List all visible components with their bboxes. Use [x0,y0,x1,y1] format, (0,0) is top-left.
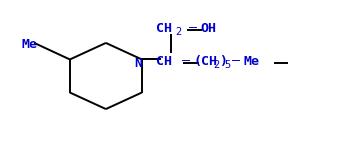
Text: —: — [189,21,197,34]
Text: —: — [232,54,240,67]
Text: CH: CH [156,22,172,35]
Text: 2: 2 [175,27,181,37]
Text: CH: CH [156,55,172,68]
Text: (CH: (CH [193,55,217,68]
Text: 5: 5 [224,60,230,70]
Text: Me: Me [244,55,260,68]
Text: N: N [134,57,142,70]
Text: —: — [182,54,190,67]
Text: ): ) [219,55,227,68]
Text: OH: OH [200,22,216,35]
Text: 2: 2 [213,60,220,70]
Text: Me: Me [22,38,38,52]
